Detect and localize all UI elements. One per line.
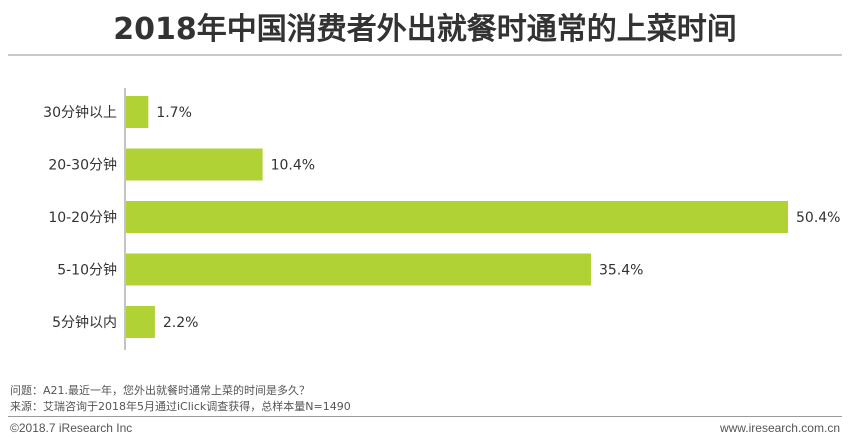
title-divider bbox=[8, 54, 842, 56]
value-label-1: 10.4% bbox=[271, 158, 315, 174]
copyright-text: ©2018.7 iResearch Inc bbox=[10, 421, 133, 435]
chart-notes: 问题：A21.最近一年，您外出就餐时通常上菜的时间是多久？ 来源：艾瑞咨询于20… bbox=[10, 383, 351, 415]
value-label-3: 35.4% bbox=[599, 263, 643, 279]
category-label-4: 5分钟以内 bbox=[52, 314, 117, 331]
category-label-3: 5-10分钟 bbox=[57, 262, 117, 279]
value-label-2: 50.4% bbox=[796, 210, 840, 226]
category-label-1: 20-30分钟 bbox=[48, 157, 117, 174]
source-note: 来源：艾瑞咨询于2018年5月通过iClick调查获得，总样本量N=1490 bbox=[10, 400, 351, 413]
value-label-4: 2.2% bbox=[163, 315, 199, 331]
website-text: www.iresearch.com.cn bbox=[719, 421, 840, 435]
bar-0 bbox=[126, 96, 149, 128]
bar-chart: 30分钟以上 1.7% 20-30分钟 10.4% 10-20分钟 50.4% 5-10分钟… bbox=[43, 88, 840, 350]
bar-3 bbox=[126, 253, 591, 286]
footer-divider bbox=[8, 416, 842, 417]
chart-title: 2018年中国消费者外出就餐时通常的上菜时间 bbox=[113, 12, 737, 47]
category-label-0: 30分钟以上 bbox=[43, 104, 117, 121]
value-label-0: 1.7% bbox=[156, 105, 192, 121]
bar-4 bbox=[126, 306, 155, 338]
question-note: 问题：A21.最近一年，您外出就餐时通常上菜的时间是多久？ bbox=[10, 384, 311, 397]
bar-1 bbox=[126, 148, 263, 181]
bar-2 bbox=[126, 201, 788, 233]
category-label-2: 10-20分钟 bbox=[48, 209, 117, 226]
